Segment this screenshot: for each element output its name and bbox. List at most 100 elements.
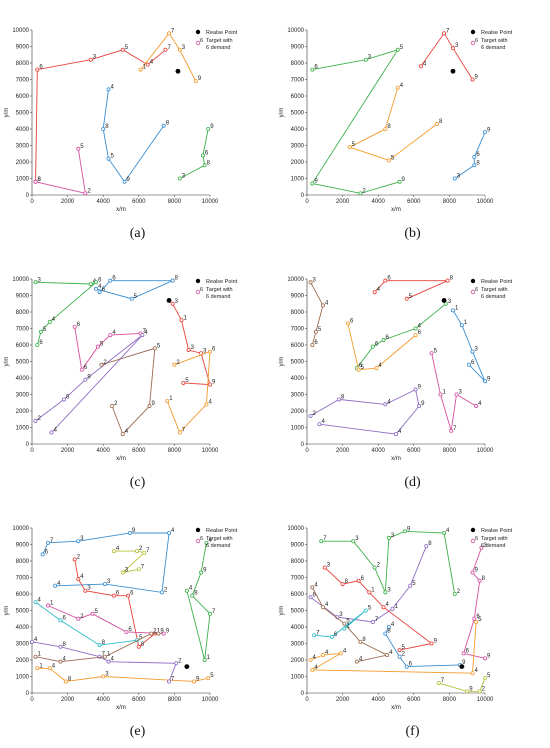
y-tick-label: 10000 <box>287 28 304 34</box>
target-point <box>354 659 359 664</box>
target-demand-label: 9 <box>212 380 216 386</box>
route-line-pink <box>74 326 141 371</box>
target-point <box>470 671 475 676</box>
chart-svg-e: 0 1000 2000 3000 4000 5000 6000 7000 8000 9000 100… <box>4 526 238 711</box>
target-demand-label: 1 <box>39 663 43 669</box>
target-demand-label: 5 <box>352 142 356 148</box>
target-point <box>347 145 352 150</box>
route-line-green <box>311 49 400 194</box>
target-point <box>308 657 313 662</box>
target-demand-label: 6 <box>77 322 81 328</box>
target-demand-label: 3 <box>38 277 42 283</box>
caption-b: (b) <box>404 226 421 241</box>
target-point <box>474 404 479 409</box>
target-demand-label: 2 <box>114 401 118 407</box>
target-demand-label: 1 <box>107 652 111 658</box>
target-point <box>170 278 175 283</box>
target-demand-label: 4 <box>378 363 382 369</box>
x-tick-label: 4000 <box>97 199 111 205</box>
target-demand-label: 4 <box>112 330 116 336</box>
y-tick-label: 7000 <box>16 327 30 333</box>
target-demand-label: 9 <box>166 629 170 635</box>
target-point <box>338 651 343 656</box>
route-line-orange <box>348 87 438 161</box>
caption-f: (f) <box>405 724 420 739</box>
target-point <box>461 651 466 656</box>
route-line-blue <box>102 89 165 183</box>
target-point <box>79 367 84 372</box>
target-demand-label: 9 <box>475 568 479 574</box>
y-tick-label: 10000 <box>12 28 29 34</box>
x-tick-label: 4000 <box>372 199 386 205</box>
target-demand-label: 4 <box>208 399 212 405</box>
target-point <box>383 278 388 283</box>
target-point <box>58 618 63 623</box>
target-demand-label: 9 <box>132 528 136 534</box>
route-line-blue <box>384 626 461 668</box>
y-tick-label: 9000 <box>291 543 305 549</box>
target-point <box>394 432 399 437</box>
route-line-lime <box>438 678 486 692</box>
x-tick-label: 2000 <box>61 448 75 454</box>
x-tick-label: 4000 <box>372 697 386 703</box>
y-tick-label: 8000 <box>16 559 30 565</box>
target-demand-label: 4 <box>478 401 482 407</box>
target-point <box>472 616 477 621</box>
target-point <box>207 611 212 616</box>
target-point <box>120 432 125 437</box>
y-tick-label: 4000 <box>291 625 305 631</box>
target-point <box>106 87 111 92</box>
y-tick-label: 9000 <box>16 294 30 300</box>
target-demand-label: 6 <box>112 276 116 282</box>
target-demand-label: 8 <box>345 579 349 585</box>
target-point <box>390 606 395 611</box>
y-tick-label: 3000 <box>16 642 30 648</box>
target-point <box>152 346 157 351</box>
target-demand-label: 4 <box>398 429 402 435</box>
target-demand-label: 8 <box>38 177 42 183</box>
target-demand-label: 4 <box>446 528 450 534</box>
y-tick-label: 0 <box>301 691 305 697</box>
target-demand-label: 7 <box>102 652 106 658</box>
target-demand-label: 6 <box>102 287 106 293</box>
target-demand-label: 6 <box>205 150 209 156</box>
target-point <box>470 77 475 82</box>
target-point <box>174 661 179 666</box>
legend-target-label-line2: 6 demand <box>481 543 505 549</box>
target-point <box>199 570 204 575</box>
target-demand-label: 8 <box>62 642 66 648</box>
y-tick-label: 3000 <box>291 393 305 399</box>
target-point <box>46 603 51 608</box>
target-point <box>358 191 363 196</box>
target-point <box>177 430 182 435</box>
target-demand-label: 4 <box>423 61 427 67</box>
y-tick-label: 2000 <box>291 658 305 664</box>
target-point <box>370 344 375 349</box>
y-tick-label: 2000 <box>16 658 30 664</box>
y-tick-label: 5000 <box>291 111 305 117</box>
caption-a: (a) <box>129 226 146 241</box>
target-point <box>177 176 182 181</box>
y-tick-label: 8000 <box>291 310 305 316</box>
target-point <box>386 625 391 630</box>
legend-depot-marker <box>470 527 476 533</box>
target-point <box>186 347 191 352</box>
legend-target-marker <box>470 289 476 295</box>
target-demand-label: 6 <box>128 627 132 633</box>
target-point <box>49 430 54 435</box>
target-demand-label: 4 <box>343 648 347 654</box>
target-point <box>33 280 38 285</box>
legend-target-number: 6 <box>475 287 478 293</box>
target-point <box>38 329 43 334</box>
target-demand-label: 3 <box>448 299 452 305</box>
target-demand-label: 7 <box>375 617 379 623</box>
target-demand-label: 2 <box>313 411 317 417</box>
target-demand-label: 4 <box>38 597 42 603</box>
target-point <box>479 545 484 550</box>
target-point <box>381 605 386 610</box>
target-point <box>442 530 447 535</box>
target-point <box>108 333 113 338</box>
target-demand-label: 9 <box>203 568 207 574</box>
chart-panel-d: 0 1000 2000 3000 4000 5000 6000 7000 8000 9000 100… <box>275 249 550 498</box>
y-tick-label: 7000 <box>291 576 305 582</box>
